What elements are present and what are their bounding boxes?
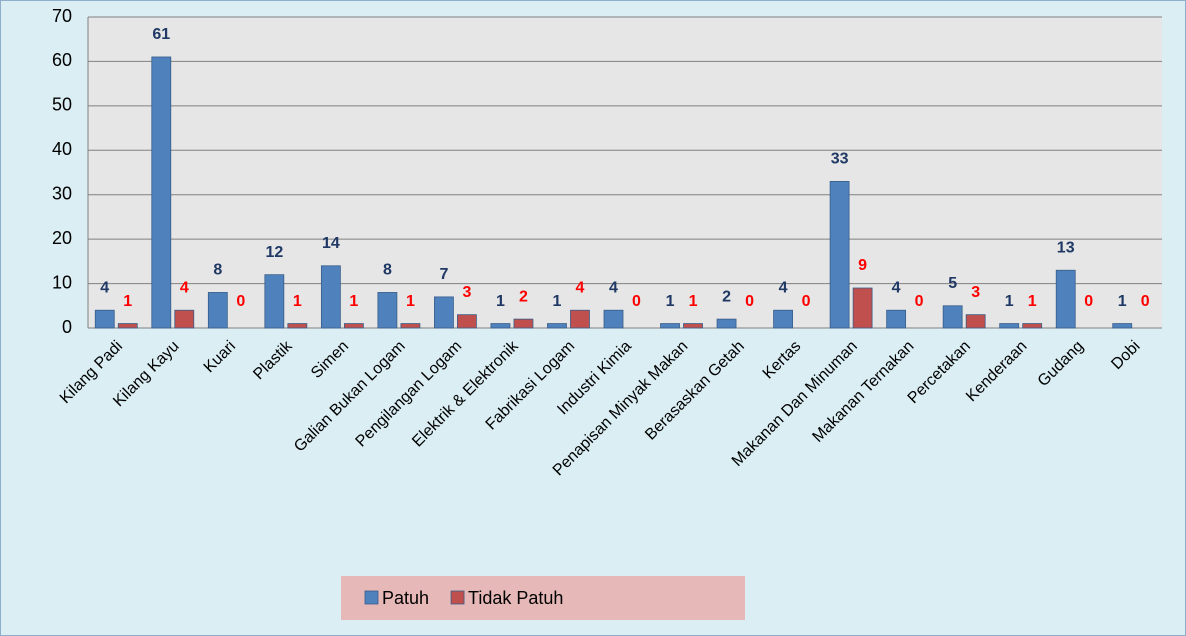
data-label: 0: [802, 293, 811, 310]
data-label: 9: [858, 257, 867, 274]
bar: [570, 309, 590, 329]
y-tick-label: 60: [52, 50, 72, 70]
bar: [490, 323, 511, 329]
bar: [174, 309, 195, 329]
legend-label: Tidak Patuh: [468, 588, 563, 608]
data-label: 4: [609, 279, 618, 296]
bar: [457, 314, 477, 329]
data-label: 3: [462, 284, 471, 301]
y-tick-label: 30: [52, 183, 72, 203]
bar: [207, 292, 228, 329]
data-label: 0: [915, 293, 924, 310]
y-tick-label: 20: [52, 228, 72, 248]
data-label: 0: [1141, 293, 1150, 310]
data-label: 14: [322, 235, 340, 252]
data-label: 5: [948, 275, 957, 292]
legend-label: Patuh: [382, 588, 429, 608]
data-label: 4: [892, 279, 901, 296]
data-label: 1: [1028, 293, 1037, 310]
data-label: 1: [689, 293, 698, 310]
legend-swatch: [364, 590, 379, 605]
data-label: 2: [722, 288, 731, 305]
bar: [683, 323, 703, 329]
y-tick-label: 70: [52, 6, 72, 26]
data-label: 1: [553, 293, 562, 310]
bar: [343, 323, 364, 329]
y-tick-label: 50: [52, 95, 72, 115]
bar: [660, 323, 680, 329]
data-label: 0: [236, 293, 245, 310]
bar: [400, 323, 421, 329]
data-label: 1: [349, 293, 358, 310]
data-label: 13: [1057, 239, 1075, 256]
plot-area: [88, 17, 1162, 328]
data-label: 1: [666, 293, 675, 310]
data-label: 1: [496, 293, 505, 310]
bar: [829, 180, 850, 329]
data-label: 0: [745, 293, 754, 310]
data-label: 0: [1084, 293, 1093, 310]
bar: [151, 56, 172, 329]
bar: [1055, 269, 1076, 329]
bar: [942, 305, 963, 329]
data-label: 1: [1118, 293, 1127, 310]
bar: [547, 323, 567, 329]
data-label: 12: [265, 244, 283, 261]
bar: [852, 287, 873, 329]
bar: [117, 323, 138, 329]
bar: [886, 309, 907, 329]
bar: [965, 314, 986, 329]
y-tick-label: 0: [62, 317, 72, 337]
data-label: 1: [1005, 293, 1014, 310]
legend-box: [341, 576, 745, 620]
data-label: 1: [123, 293, 132, 310]
data-label: 1: [293, 293, 302, 310]
bar: [377, 292, 398, 329]
legend-swatch: [450, 590, 465, 605]
bar: [1022, 323, 1043, 329]
bar: [603, 309, 624, 329]
bar: [264, 274, 285, 329]
data-label: 2: [519, 288, 528, 305]
bar: [513, 318, 534, 329]
data-label: 61: [152, 26, 170, 43]
data-label: 4: [100, 279, 109, 296]
data-label: 0: [632, 293, 641, 310]
bar: [999, 323, 1020, 329]
bar: [287, 323, 308, 329]
data-label: 8: [383, 262, 392, 279]
bar: [716, 318, 737, 329]
data-label: 3: [971, 284, 980, 301]
bar: [773, 309, 793, 329]
bar: [94, 309, 115, 329]
data-label: 7: [439, 266, 448, 283]
y-tick-label: 40: [52, 139, 72, 159]
bar: [434, 296, 454, 329]
bar: [320, 265, 341, 329]
data-label: 4: [180, 279, 189, 296]
data-label: 4: [576, 279, 585, 296]
bar: [1112, 323, 1133, 329]
data-label: 4: [779, 279, 788, 296]
data-label: 33: [831, 151, 849, 168]
data-label: 8: [213, 262, 222, 279]
data-label: 1: [406, 293, 415, 310]
y-tick-label: 10: [52, 272, 72, 292]
